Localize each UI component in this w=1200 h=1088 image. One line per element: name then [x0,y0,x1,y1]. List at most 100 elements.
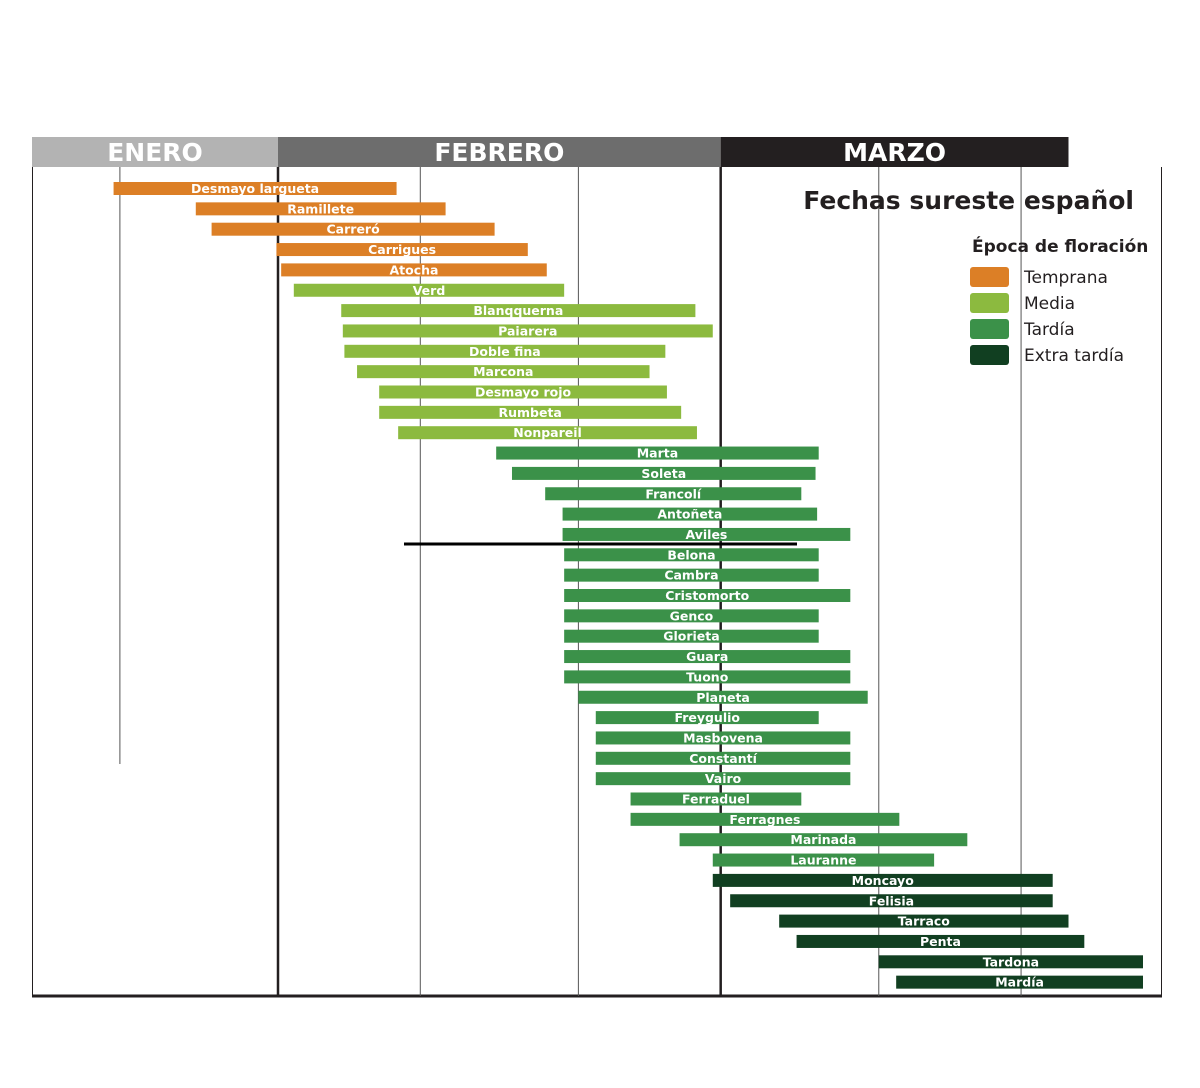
bar-label: Paiarera [498,323,557,338]
bar [595,751,851,765]
bar [562,527,851,541]
month-header-marzo [720,137,1069,167]
bar [342,324,713,338]
bar [562,507,818,521]
bar-label: Planeta [696,690,750,705]
bar-label: Ramillete [287,201,354,216]
bar-label: Vairo [705,771,742,786]
bar-label: Antoñeta [657,507,722,522]
bar-label: Blanqquerna [473,303,563,318]
bar-label: Masbovena [683,730,763,745]
bar [341,304,696,318]
bar-label: Desmayo largueta [191,181,319,196]
bar-label: Soleta [641,466,686,481]
bar [211,222,495,236]
bar-label: Belona [667,547,715,562]
legend-swatch-temprana [970,267,1009,287]
month-label-marzo: MARZO [843,138,946,167]
bar-label: Guara [686,649,728,664]
month-label-enero: ENERO [107,138,203,167]
bar-label: Aviles [686,527,728,542]
bar-label: Moncayo [852,873,915,888]
bar [511,466,816,480]
month-header-febrero [278,137,721,167]
month-label-febrero: FEBRERO [434,138,564,167]
bar-label: Marta [637,446,678,461]
bar-label: Mardía [995,975,1044,990]
bar-label: Felisia [869,893,914,908]
chart-title: Fechas sureste español [803,186,1134,215]
bar [496,446,819,460]
bar [595,731,851,745]
bar-label: Marinada [790,832,856,847]
bar-label: Marcona [473,364,533,379]
bar [379,405,682,419]
legend-swatch-extra [970,345,1009,365]
bar [564,548,819,562]
bar [796,934,1085,948]
legend-swatch-media [970,293,1009,313]
bar-label: Tuono [686,669,729,684]
bar [564,650,851,664]
bar [564,629,819,643]
legend-label-tardia: Tardía [1023,320,1075,340]
bar [379,385,667,399]
month-header-enero [32,137,278,167]
bar-label: Ferragnes [729,812,800,827]
bar-label: Freygulio [674,710,740,725]
bar-label: Verd [413,283,446,298]
bar-label: Desmayo rojo [475,385,571,400]
bar [878,955,1143,969]
bar [545,487,802,501]
bar [113,182,397,195]
bar [195,202,446,216]
bar [630,792,802,806]
bar [564,670,851,684]
bar-label: Genco [670,608,714,623]
bar [712,853,935,867]
bar [595,711,819,725]
bar [293,283,565,297]
bar [357,365,650,379]
bar-label: Rumbeta [498,405,561,420]
bar-label: Tardona [983,954,1039,969]
bar [578,690,868,704]
bar-label: Glorieta [663,629,719,644]
bar [564,589,851,602]
bar [679,833,968,847]
legend-title: Época de floración [972,235,1148,257]
bar [344,344,666,358]
bar [779,914,1069,928]
bar [730,894,1053,908]
bar-label: Lauranne [790,853,856,868]
bars: Desmayo largueta Ramillete Carreró Carrigue… [113,181,1143,990]
bar-label: Carrigues [368,242,436,257]
legend-label-extra: Extra tardía [1024,346,1124,366]
bar [281,263,547,277]
bar [630,812,900,826]
bar [398,426,697,440]
bar-label: Carreró [327,222,381,237]
bar-label: Cambra [664,568,718,583]
bar-label: Doble fina [469,344,541,359]
bar [564,609,819,623]
bar-label: Constantí [689,751,757,766]
bar-label: Nonpareil [513,425,582,440]
bar-label: Atocha [389,262,438,277]
bar-label: Penta [920,934,961,949]
bar [276,243,528,257]
bar [896,975,1143,989]
legend-swatch-tardia [970,319,1009,339]
bar [595,772,851,786]
bar [712,873,1053,887]
legend: Época de floración Temprana Media Tardía Ex… [970,235,1148,366]
bar-label: Cristomorto [665,588,749,603]
legend-label-media: Media [1024,294,1075,314]
legend-label-temprana: Temprana [1023,268,1108,288]
bar-label: Tarraco [898,914,951,929]
month-headers: ENERO FEBRERO MARZO [32,137,1069,167]
bar-label: Ferraduel [682,792,750,807]
bar [564,568,819,582]
bar-label: Francolí [645,486,702,501]
